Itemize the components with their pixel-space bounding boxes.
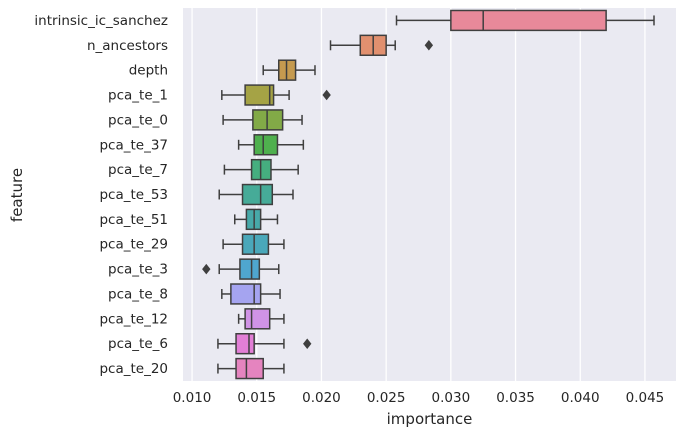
box-pca-te-51 (234, 208, 279, 231)
box-iqr (450, 9, 607, 32)
box-pca-te-53 (218, 183, 294, 206)
box-intrinsic-ic-sanchez (395, 9, 655, 32)
outlier-marker (303, 338, 312, 349)
x-tick-label: 0.045 (626, 390, 665, 406)
box-iqr (253, 134, 279, 156)
box-pca-te-3 (202, 258, 280, 280)
box-pca-te-1 (221, 84, 331, 106)
outlier-marker (202, 263, 211, 275)
y-tick-label: pca_te_53 (99, 187, 168, 203)
y-tick-label: pca_te_37 (99, 137, 168, 153)
y-tick-label: pca_te_12 (99, 311, 168, 327)
x-axis-label: importance (387, 410, 473, 428)
box-pca-te-29 (222, 233, 285, 255)
outlier-marker (424, 40, 434, 51)
y-tick-label: pca_te_7 (108, 162, 168, 178)
y-tick-label: pca_te_8 (108, 286, 168, 302)
x-tick-label: 0.035 (496, 390, 535, 406)
box-iqr (230, 283, 262, 305)
y-axis-label: feature (8, 168, 26, 222)
x-tick-label: 0.030 (432, 390, 471, 406)
box-pca-te-0 (222, 109, 303, 131)
box-iqr (235, 333, 255, 355)
y-tick-label: pca_te_51 (99, 212, 168, 228)
box-n-ancestors (329, 34, 434, 56)
box-pca-te-37 (237, 134, 305, 156)
y-tick-label: pca_te_1 (108, 88, 168, 104)
x-tick-label: 0.015 (237, 390, 276, 406)
outlier-marker (322, 89, 331, 101)
y-tick-label: pca_te_6 (108, 336, 168, 352)
box-pca-te-20 (217, 357, 285, 380)
box-series (202, 9, 655, 380)
x-tick-label: 0.040 (561, 390, 600, 406)
y-tick-label: intrinsic_ic_sanchez (34, 13, 168, 29)
y-tick-label: pca_te_20 (99, 361, 168, 377)
y-tick-label: n_ancestors (87, 38, 168, 54)
box-pca-te-8 (221, 283, 281, 305)
box-iqr (244, 308, 271, 330)
box-pca-te-6 (217, 333, 312, 355)
box-pca-te-12 (237, 308, 285, 330)
box-pca-te-7 (223, 158, 299, 181)
box-iqr (244, 84, 275, 106)
box-iqr (235, 357, 264, 380)
box-iqr (241, 183, 274, 206)
box-iqr (239, 258, 261, 280)
box-iqr (241, 233, 270, 255)
box-depth (262, 59, 316, 81)
x-tick-label: 0.025 (367, 390, 406, 406)
y-tick-label: depth (129, 63, 168, 79)
y-tick-label: pca_te_29 (99, 237, 168, 253)
x-tick-label: 0.010 (173, 390, 212, 406)
y-tick-label: pca_te_3 (108, 262, 168, 278)
x-tick-label: 0.020 (302, 390, 341, 406)
x-tick-labels: 0.010 0.015 0.020 0.025 0.030 0.035 0.040 0.045 (173, 390, 665, 406)
y-tick-label: pca_te_0 (108, 112, 168, 128)
